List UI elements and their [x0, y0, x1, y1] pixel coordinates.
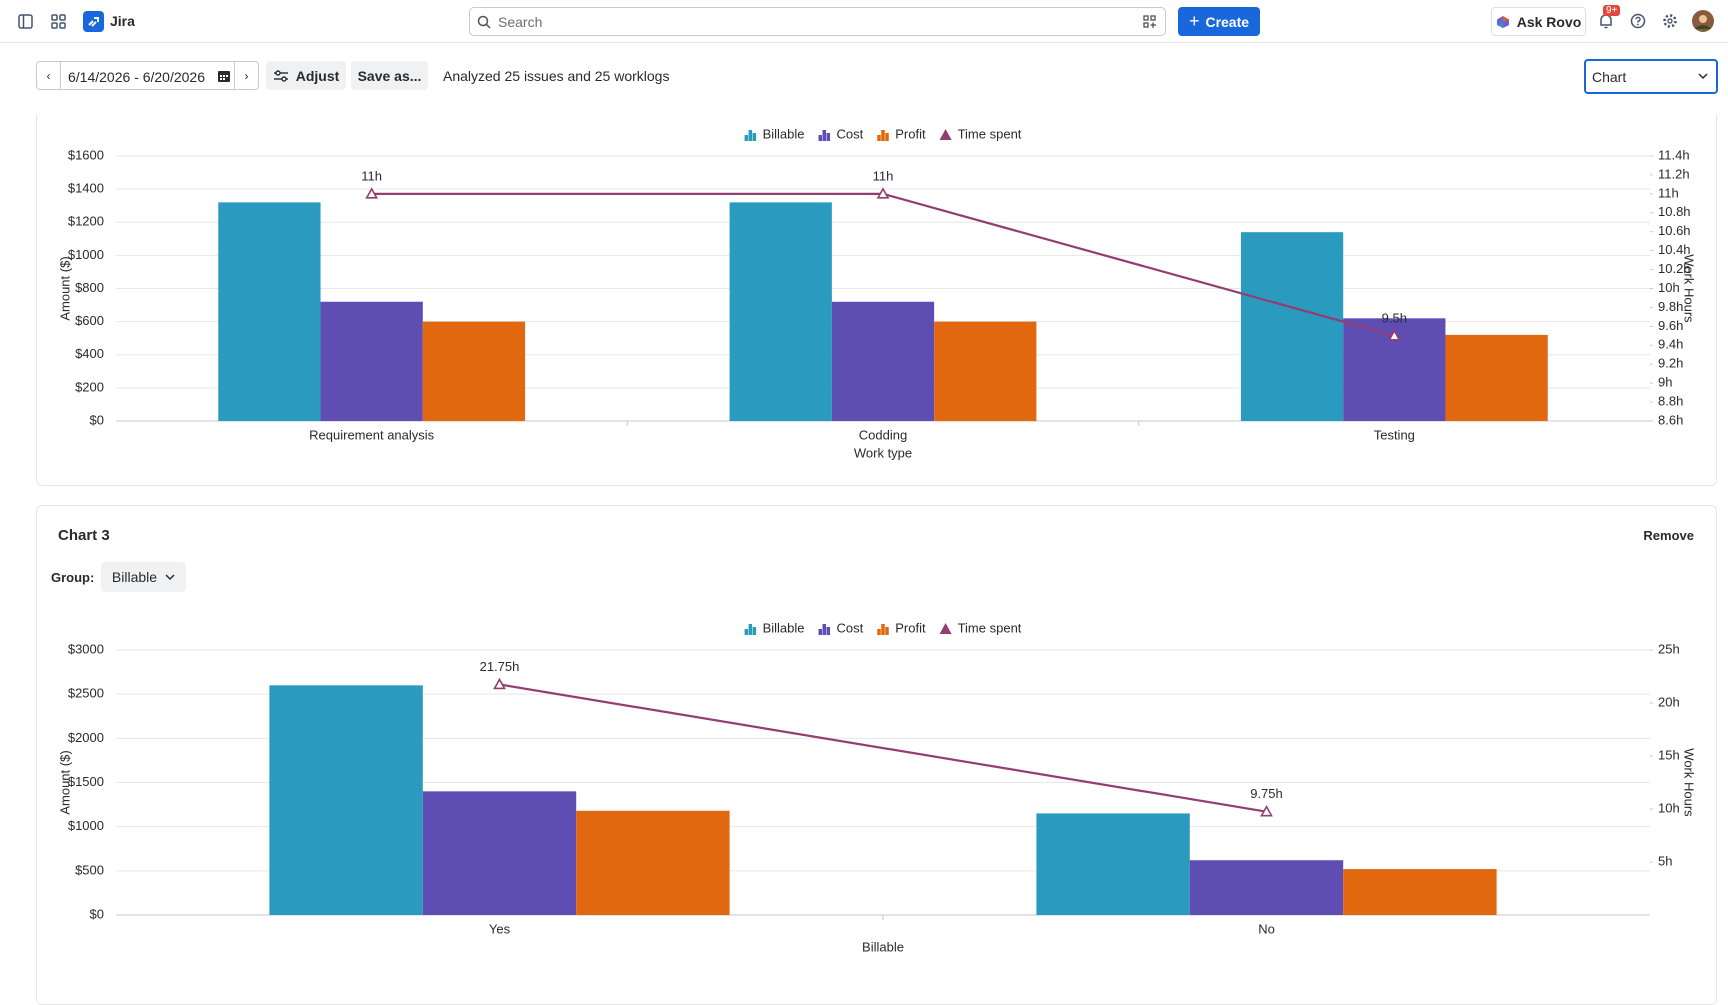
help-icon[interactable] — [1630, 13, 1646, 29]
chevron-icon — [1698, 73, 1708, 80]
chevron-icon — [165, 574, 175, 581]
settings-icon[interactable] — [1662, 13, 1678, 29]
save-as-button[interactable]: Save as... — [351, 61, 428, 90]
user-avatar[interactable] — [1692, 10, 1714, 32]
top-bar: Jira Search + Create Ask Rovo 9+ — [0, 0, 1728, 43]
adjust-icon — [273, 69, 288, 82]
date-range: 6/14/2026 - 6/20/2026 — [68, 69, 206, 85]
search-filter-icon[interactable] — [1143, 15, 1157, 29]
ask-rovo-button[interactable]: Ask Rovo — [1491, 7, 1586, 36]
jira-logo[interactable] — [83, 11, 104, 32]
ask-rovo-label: Ask Rovo — [1516, 13, 1582, 30]
chart-title: Chart 3 — [58, 527, 110, 544]
date-range-picker[interactable]: 6/14/2026 - 6/20/2026 — [60, 61, 235, 90]
adjust-label: Adjust — [295, 67, 340, 84]
calendar-icon — [218, 71, 230, 82]
chart-card: Chart 3 Remove Group: Billable — [36, 505, 1717, 1005]
view-select-value: Chart — [1592, 69, 1627, 85]
search-icon — [477, 15, 491, 29]
app-name[interactable]: Jira — [110, 13, 135, 29]
previous-week[interactable]: ‹ — [36, 61, 61, 90]
next-week[interactable]: › — [234, 61, 259, 90]
rovo-icon — [1496, 15, 1509, 28]
view-select[interactable]: Chart — [1584, 59, 1718, 94]
notifications-badge: 9+ — [1603, 5, 1621, 16]
app-switcher[interactable] — [51, 14, 66, 29]
group-value: Billable — [111, 569, 158, 585]
group-select[interactable]: Billable — [101, 562, 186, 592]
plus-icon: + — [1188, 11, 1200, 31]
chart-card — [36, 90, 1717, 486]
group-label: Group: — [51, 570, 95, 585]
search-box[interactable]: Search — [469, 7, 1166, 36]
toolbar: ‹ 6/14/2026 - 6/20/2026 › Adjust Save as… — [0, 44, 1728, 114]
sidebar-toggle[interactable] — [18, 14, 33, 29]
create-label: Create — [1205, 13, 1250, 30]
search-placeholder: Search — [498, 14, 543, 30]
remove-button[interactable]: Remove — [1643, 528, 1694, 543]
adjust-button[interactable]: Adjust — [266, 61, 346, 90]
analysis-summary: Analyzed 25 issues and 25 worklogs — [443, 68, 670, 84]
create-button[interactable]: + Create — [1178, 7, 1260, 36]
